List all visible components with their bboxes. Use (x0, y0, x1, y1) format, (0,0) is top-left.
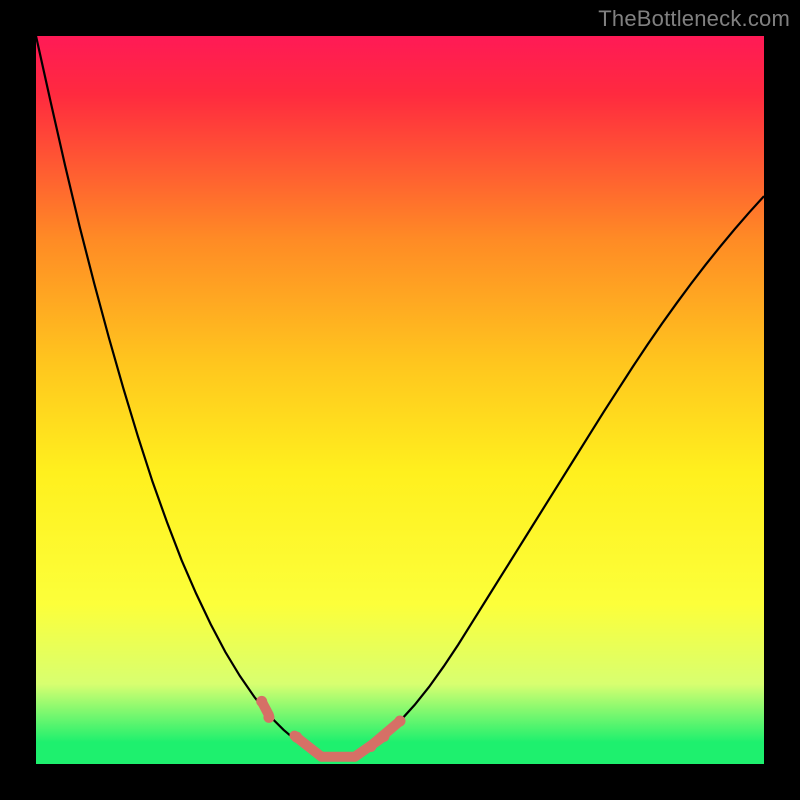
overlay-dot (256, 696, 267, 707)
curve-svg (36, 36, 764, 764)
overlay-dot (291, 732, 302, 743)
watermark-text: TheBottleneck.com (598, 6, 790, 32)
overlay-dot (395, 716, 406, 727)
plot-area (36, 36, 764, 764)
overlay-dot (365, 741, 376, 752)
overlay-dot (378, 731, 389, 742)
main-curve (36, 36, 764, 758)
overlay-dot (263, 712, 274, 723)
